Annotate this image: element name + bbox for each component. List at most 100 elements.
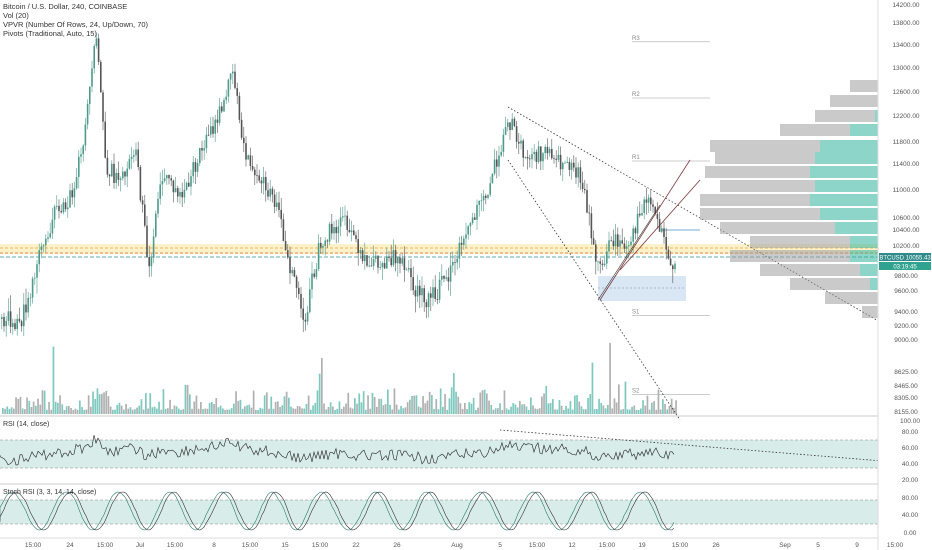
volume-bar (549, 403, 552, 414)
candle-body (3, 317, 5, 327)
candle-body (339, 217, 342, 227)
volume-bar (24, 409, 26, 414)
candle-body (421, 288, 423, 296)
volume-bar (180, 409, 182, 414)
volume-bar (195, 395, 198, 414)
candle-body (498, 155, 500, 167)
stoch-rsi-pane[interactable] (0, 491, 878, 531)
stoch-k-line (0, 491, 675, 531)
candle-body (465, 234, 467, 239)
volume-bar (457, 396, 460, 414)
volume-bar (32, 401, 35, 414)
candle-body (192, 162, 194, 177)
time-tick-label: 24 (66, 542, 74, 549)
candle-body (526, 157, 529, 159)
candle-body (108, 174, 111, 177)
volume-bar (512, 403, 515, 414)
price-tick-label: 11400.00 (893, 161, 920, 168)
volume-bar (558, 400, 561, 414)
legend-vol[interactable]: Vol (20) (3, 11, 29, 20)
candle-body (243, 137, 245, 144)
volume-bar (415, 395, 418, 414)
volume-bar (281, 405, 284, 414)
candle-body (190, 176, 192, 187)
volume-bar (413, 395, 416, 414)
volume-bar (629, 409, 631, 414)
candle-body (423, 288, 425, 303)
time-axis[interactable]: 15:00 24 15:00 Jul 15:00 8 15:00 15 15:00 22 26 Aug… (0, 537, 904, 549)
candle-body (229, 73, 232, 80)
last-price-tag (879, 253, 931, 261)
candle-body (64, 202, 67, 210)
candle-body (474, 217, 476, 220)
candle-body (42, 245, 45, 247)
volume-bar (332, 406, 334, 414)
candle-body (100, 61, 102, 93)
candle-body (617, 234, 619, 247)
candle-body (20, 321, 23, 327)
volume-bar (340, 408, 343, 414)
price-axis[interactable]: 14200.00 13800.00 13400.00 13000.00 12600.00… (877, 0, 932, 550)
volume-bar (160, 409, 163, 414)
volume-bar (673, 407, 675, 414)
rsi-pane[interactable] (0, 429, 932, 469)
time-tick-label: 9 (855, 542, 859, 549)
volume-bar (580, 406, 583, 414)
candle-body (641, 213, 643, 216)
volume-bar (202, 409, 204, 414)
candle-body (410, 268, 412, 278)
candle-body (350, 230, 353, 233)
volume-bar (239, 399, 242, 414)
candle-body (212, 126, 214, 134)
candle-body (141, 200, 144, 205)
volume-bar (411, 395, 413, 414)
vpvr-bar-down (730, 250, 850, 262)
price-tick-label: 10600.00 (892, 215, 919, 222)
candle-body (643, 199, 645, 214)
candle-body (67, 207, 69, 210)
legend-pivots[interactable]: Pivots (Traditional, Auto, 15) (3, 29, 97, 38)
candle-body (379, 267, 381, 268)
rsi-tick-label: 100.00 (900, 418, 920, 425)
volume-bar (417, 406, 420, 414)
candle-body (80, 154, 82, 157)
volume-bar (523, 404, 526, 414)
last-price-text: BTCUSD 10055.43 (879, 256, 931, 262)
candle-body (610, 240, 612, 242)
candle-body (529, 158, 531, 160)
volume-bar (382, 405, 385, 414)
candle-body (656, 214, 659, 219)
candle-body (630, 241, 632, 246)
candle-body (401, 258, 403, 264)
volume-bar (479, 392, 482, 414)
volume-bar (565, 405, 567, 414)
volume-bar (299, 406, 301, 414)
time-tick-label: 19 (638, 542, 646, 549)
candle-body (280, 209, 282, 220)
candle-body (535, 151, 538, 162)
candle-body (111, 163, 113, 177)
rsi-band (0, 440, 878, 468)
volume-bar (2, 408, 4, 414)
candle-body (298, 287, 300, 294)
stoch-rsi-label[interactable]: Stoch RSI (3, 3, 14, 14, close) (3, 489, 97, 496)
candle-body (73, 188, 76, 198)
volume-bar (204, 408, 207, 414)
legend-symbol[interactable]: Bitcoin / U.S. Dollar, 240, COINBASE (3, 2, 128, 11)
candle-body (555, 158, 557, 160)
volume-bar (497, 408, 499, 414)
rsi-label[interactable]: RSI (14, close) (3, 421, 50, 428)
candle-body (663, 228, 665, 238)
volume-bar (554, 409, 556, 414)
vpvr-bar-down (750, 236, 850, 248)
volume-bar (129, 407, 132, 414)
volume-bar (611, 408, 614, 414)
volume-bar (637, 409, 640, 414)
time-tick-label: 22 (352, 542, 360, 549)
volume-bar (81, 407, 83, 414)
price-pane[interactable]: R3 R2 R1 S1 S2 (0, 32, 932, 485)
candle-body (102, 92, 104, 122)
legend-vpvr[interactable]: VPVR (Number Of Rows, 24, Up/Down, 70) (3, 20, 149, 29)
channel-lower-line (507, 159, 681, 421)
